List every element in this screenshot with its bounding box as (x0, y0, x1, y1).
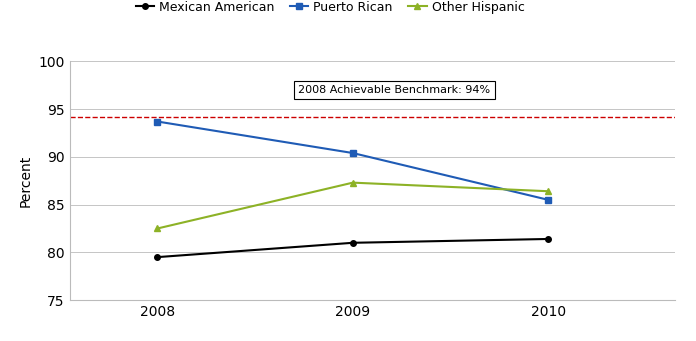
Text: 2008 Achievable Benchmark: 94%: 2008 Achievable Benchmark: 94% (298, 85, 490, 95)
Line: Other Hispanic: Other Hispanic (154, 179, 552, 232)
Mexican American (349, 241, 357, 245)
Mexican American (544, 237, 553, 241)
Other Hispanic (153, 226, 161, 231)
Line: Puerto Rican: Puerto Rican (155, 119, 551, 203)
Other Hispanic (349, 181, 357, 185)
Y-axis label: Percent: Percent (19, 154, 33, 207)
Puerto Rican (349, 151, 357, 155)
Puerto Rican (544, 198, 553, 202)
Mexican American (153, 255, 161, 259)
Other Hispanic (544, 189, 553, 193)
Legend: Mexican American, Puerto Rican, Other Hispanic: Mexican American, Puerto Rican, Other Hi… (136, 1, 524, 14)
Puerto Rican (153, 119, 161, 123)
Line: Mexican American: Mexican American (155, 236, 551, 260)
